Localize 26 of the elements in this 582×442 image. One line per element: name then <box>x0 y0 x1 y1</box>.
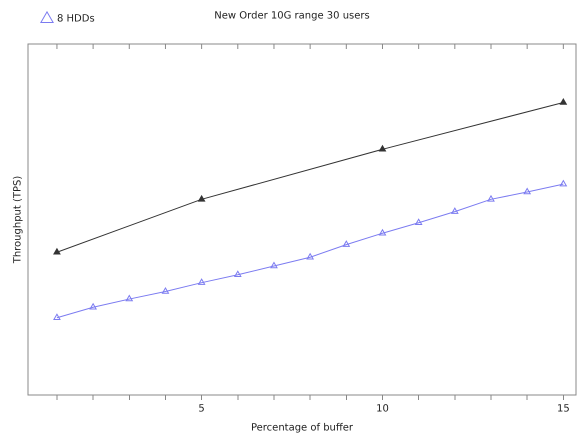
point <box>53 314 60 320</box>
point <box>198 278 206 285</box>
point <box>451 208 458 214</box>
x-tick-label: 5 <box>198 404 205 415</box>
point <box>270 262 278 268</box>
point <box>524 188 531 194</box>
point <box>342 240 350 247</box>
x-tick-label: 10 <box>376 404 389 415</box>
point <box>415 218 422 225</box>
point <box>53 248 60 255</box>
point <box>234 270 242 278</box>
x-axis-title: Percentage of buffer <box>250 422 354 434</box>
point <box>560 98 567 105</box>
y-axis-title: Throughput (TPS) <box>12 176 24 264</box>
point <box>90 303 97 310</box>
point <box>162 287 169 294</box>
legend-label: 8 HDDs <box>57 14 95 25</box>
chart-title: New Order 10G range 30 users <box>214 10 370 22</box>
point <box>198 195 206 202</box>
x-tick-label: 15 <box>556 404 570 415</box>
point <box>306 253 314 260</box>
point <box>487 195 495 202</box>
point <box>560 180 567 186</box>
point <box>126 295 133 302</box>
point <box>378 229 386 236</box>
point <box>378 145 386 152</box>
